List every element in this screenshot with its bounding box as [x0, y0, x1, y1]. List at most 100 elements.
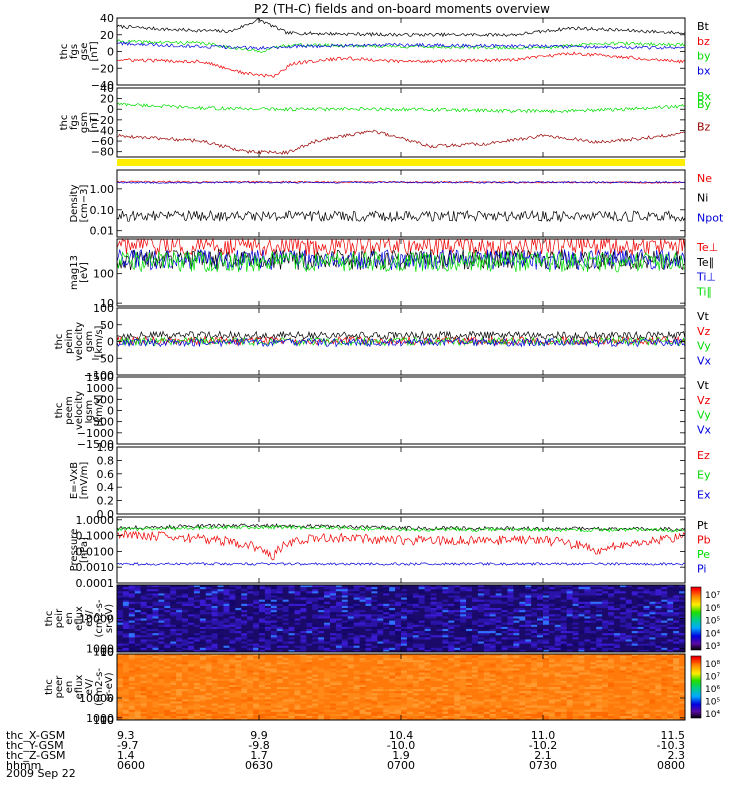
- heatmap-cell: [182, 608, 189, 611]
- heatmap-cell: [253, 666, 260, 669]
- heatmap-cell: [270, 614, 278, 617]
- heatmap-cell: [253, 687, 260, 690]
- heatmap-cell: [324, 605, 331, 609]
- heatmap-cell: [389, 603, 396, 607]
- heatmap-cell: [519, 612, 526, 615]
- y-tick-label: −1500: [77, 438, 114, 451]
- heatmap-cell: [418, 645, 426, 649]
- heatmap-cell: [501, 614, 508, 617]
- heatmap-cell: [442, 626, 449, 630]
- heatmap-cell: [572, 612, 579, 615]
- heatmap-cell: [288, 687, 295, 690]
- heatmap-cell: [282, 591, 289, 594]
- heatmap-cell: [259, 585, 266, 588]
- heatmap-cell: [128, 705, 136, 709]
- heatmap-cell: [519, 616, 526, 619]
- heatmap-cell: [359, 689, 366, 692]
- heatmap-cell: [418, 616, 426, 619]
- heatmap-cell: [324, 612, 331, 615]
- heatmap-cell: [247, 697, 254, 700]
- heatmap-cell: [199, 643, 207, 647]
- heatmap-cell: [158, 684, 165, 688]
- heatmap-cell: [276, 591, 284, 594]
- heatmap-cell: [223, 687, 230, 690]
- heatmap-cell: [537, 587, 544, 590]
- heatmap-cell: [395, 641, 402, 645]
- heatmap-cell: [554, 624, 562, 628]
- heatmap-cell: [625, 601, 633, 605]
- heatmap-cell: [193, 676, 201, 680]
- heatmap-cell: [365, 633, 372, 636]
- heatmap-cell: [253, 587, 260, 590]
- heatmap-cell: [483, 637, 491, 640]
- heatmap-cell: [122, 662, 130, 665]
- heatmap-cell: [205, 693, 213, 696]
- heatmap-cell: [264, 585, 272, 588]
- heatmap-cell: [259, 678, 266, 682]
- heatmap-cell: [152, 603, 159, 607]
- y-axis-label: peir: [54, 608, 65, 628]
- heatmap-cell: [282, 693, 289, 696]
- heatmap-cell: [300, 603, 307, 607]
- heatmap-cell: [631, 610, 639, 613]
- heatmap-cell: [205, 601, 213, 605]
- heatmap-cell: [661, 618, 668, 621]
- heatmap-cell: [205, 695, 213, 698]
- heatmap-cell: [643, 631, 650, 634]
- heatmap-cell: [418, 591, 426, 594]
- heatmap-cell: [152, 616, 159, 619]
- heatmap-cell: [205, 672, 213, 676]
- heatmap-cell: [193, 593, 201, 596]
- heatmap-cell: [176, 597, 183, 601]
- heatmap-cell: [288, 654, 295, 657]
- heatmap-cell: [401, 662, 408, 665]
- heatmap-cell: [193, 691, 201, 694]
- heatmap-cell: [241, 717, 248, 721]
- heatmap-cell: [300, 641, 307, 645]
- heatmap-cell: [247, 593, 254, 596]
- series-pressure-Pe: [116, 524, 686, 533]
- heatmap-cell: [318, 626, 325, 630]
- heatmap-cell: [436, 591, 443, 594]
- heatmap-cell: [324, 637, 331, 640]
- heatmap-cell: [294, 672, 301, 676]
- heatmap-cell: [383, 612, 390, 615]
- heatmap-cell: [543, 628, 550, 632]
- heatmap-cell: [513, 595, 520, 598]
- heatmap-cell: [211, 599, 218, 603]
- heatmap-cell: [554, 595, 562, 598]
- heatmap-cell: [294, 626, 301, 630]
- heatmap-cell: [182, 643, 189, 647]
- heatmap-cell: [667, 591, 674, 594]
- heatmap-cell: [679, 635, 686, 638]
- heatmap-cell: [188, 697, 195, 700]
- heatmap-cell: [655, 616, 662, 619]
- heatmap-cell: [353, 707, 360, 711]
- heatmap-cell: [365, 616, 372, 619]
- heatmap-cell: [188, 641, 195, 645]
- heatmap-cell: [430, 599, 437, 603]
- heatmap-cell: [193, 591, 201, 594]
- heatmap-cell: [371, 676, 378, 680]
- heatmap-cell: [631, 643, 639, 647]
- heatmap-cell: [211, 649, 218, 653]
- heatmap-cell: [324, 697, 331, 700]
- heatmap-cell: [217, 610, 224, 613]
- heatmap-cell: [489, 622, 497, 626]
- heatmap-cell: [383, 711, 390, 715]
- heatmap-cell: [472, 645, 479, 649]
- heatmap-cell: [655, 597, 662, 601]
- heatmap-cell: [318, 664, 325, 667]
- heatmap-cell: [418, 622, 426, 626]
- heatmap-cell: [578, 605, 585, 609]
- heatmap-cell: [140, 711, 147, 715]
- heatmap-cell: [353, 641, 360, 645]
- heatmap-cell: [614, 616, 621, 619]
- heatmap-cell: [330, 618, 337, 621]
- heatmap-cell: [412, 626, 420, 630]
- heatmap-cell: [335, 668, 343, 671]
- heatmap-cell: [264, 587, 272, 590]
- heatmap-cell: [193, 715, 201, 719]
- heatmap-cell: [288, 616, 295, 619]
- heatmap-cell: [330, 589, 337, 592]
